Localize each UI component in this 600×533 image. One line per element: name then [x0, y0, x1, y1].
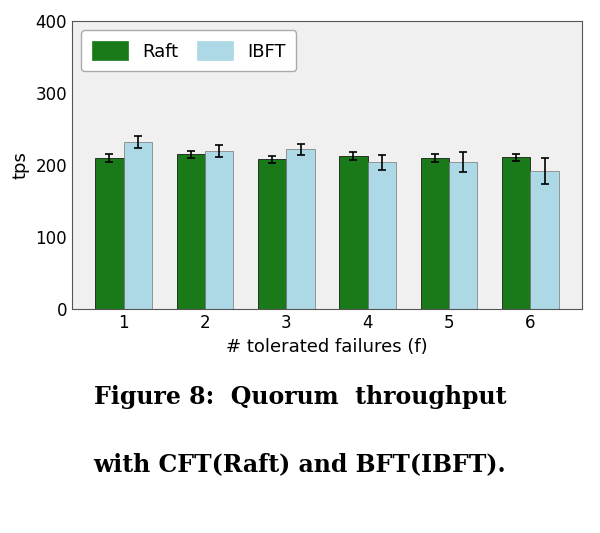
- Bar: [258, 159, 286, 309]
- Y-axis label: tps: tps: [12, 151, 30, 179]
- Bar: [95, 158, 124, 309]
- Bar: [124, 142, 152, 309]
- Bar: [368, 163, 396, 309]
- Bar: [502, 157, 530, 309]
- Text: Figure 8:  Quorum  throughput: Figure 8: Quorum throughput: [94, 385, 506, 409]
- Legend: Raft, IBFT: Raft, IBFT: [81, 30, 296, 71]
- Bar: [421, 158, 449, 309]
- Bar: [530, 171, 559, 309]
- Bar: [286, 149, 315, 309]
- Bar: [449, 163, 478, 309]
- Bar: [205, 151, 233, 309]
- Text: with CFT(Raft) and BFT(IBFT).: with CFT(Raft) and BFT(IBFT).: [94, 451, 506, 476]
- Bar: [176, 155, 205, 309]
- X-axis label: # tolerated failures (f): # tolerated failures (f): [226, 337, 428, 356]
- Bar: [339, 156, 368, 309]
